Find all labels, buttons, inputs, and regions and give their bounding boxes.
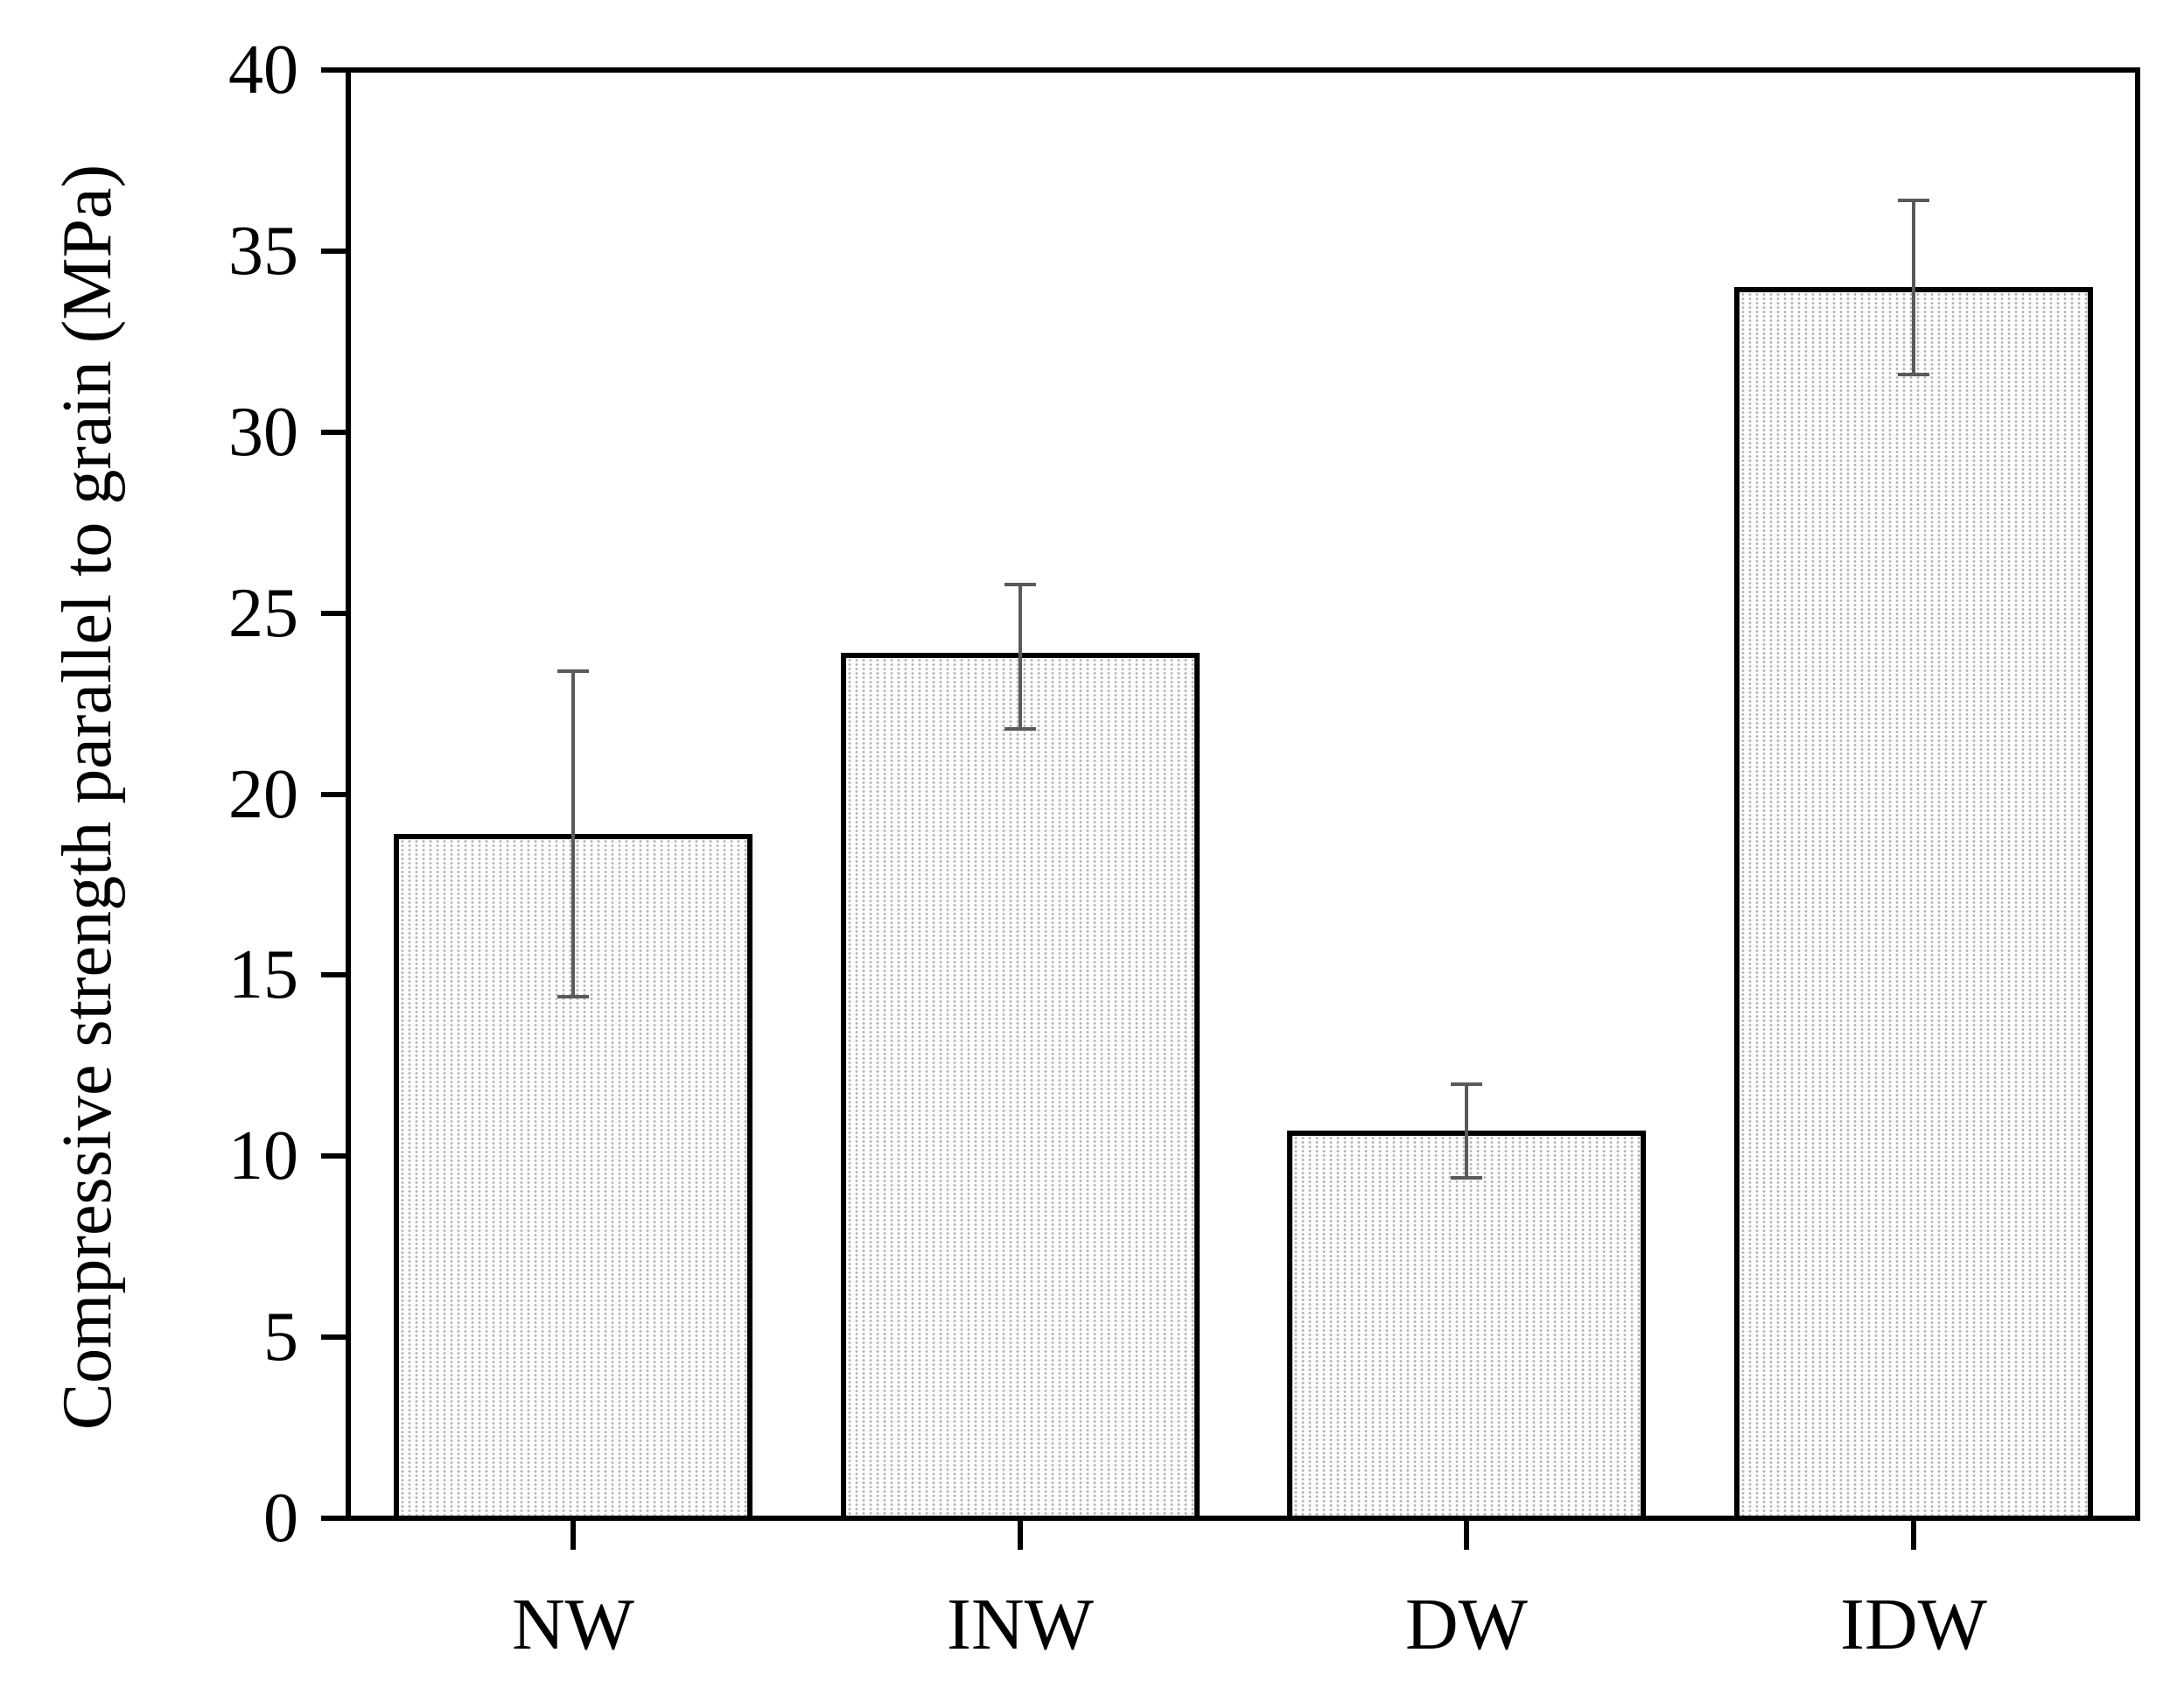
bar-dw	[1287, 1131, 1646, 1521]
x-axis-tick	[1018, 1521, 1023, 1550]
y-axis-tick	[321, 791, 348, 797]
error-bar-cap-top	[1004, 582, 1036, 586]
error-bar-cap-top	[557, 669, 589, 673]
y-axis-tick-label: 30	[228, 393, 298, 471]
error-bar-cap-bottom	[1004, 727, 1036, 732]
y-axis-tick-label: 25	[228, 574, 298, 652]
y-axis-tick-label: 15	[228, 936, 298, 1014]
x-axis-tick	[1911, 1521, 1916, 1550]
bar-nw	[394, 834, 752, 1521]
y-axis-tick-label: 40	[228, 32, 298, 109]
y-axis-tick	[321, 1153, 348, 1159]
bar-inw	[841, 653, 1200, 1521]
y-axis-tick-label: 5	[263, 1299, 298, 1376]
y-axis-tick	[321, 972, 348, 978]
y-axis-tick-label: 10	[228, 1117, 298, 1195]
x-axis-tick	[1464, 1521, 1469, 1550]
error-bar-stem	[571, 670, 575, 998]
error-bar-cap-bottom	[557, 995, 589, 999]
error-bar-stem	[1018, 584, 1022, 730]
x-axis-tick	[570, 1521, 576, 1550]
error-bar-cap-top	[1898, 198, 1929, 202]
x-axis-category-label: DW	[1405, 1584, 1528, 1665]
error-bar-cap-bottom	[1451, 1176, 1482, 1180]
error-bar-stem	[1912, 200, 1915, 375]
y-axis-tick	[321, 610, 348, 616]
y-axis-tick	[321, 248, 348, 254]
y-axis-tick	[321, 1334, 348, 1341]
y-axis-tick	[321, 67, 348, 73]
x-axis-category-label: IDW	[1840, 1584, 1987, 1665]
y-axis-tick-label: 0	[263, 1480, 298, 1557]
error-bar-stem	[1465, 1083, 1468, 1179]
x-axis-category-label: NW	[512, 1584, 634, 1665]
y-axis-tick-label: 20	[228, 755, 298, 833]
y-axis-tick-label: 35	[228, 212, 298, 290]
error-bar-cap-bottom	[1898, 372, 1929, 376]
bar-idw	[1734, 287, 2093, 1521]
y-axis-tick	[321, 429, 348, 435]
x-axis-category-label: INW	[947, 1584, 1094, 1665]
y-axis-tick	[321, 1516, 348, 1521]
error-bar-cap-top	[1451, 1082, 1482, 1086]
